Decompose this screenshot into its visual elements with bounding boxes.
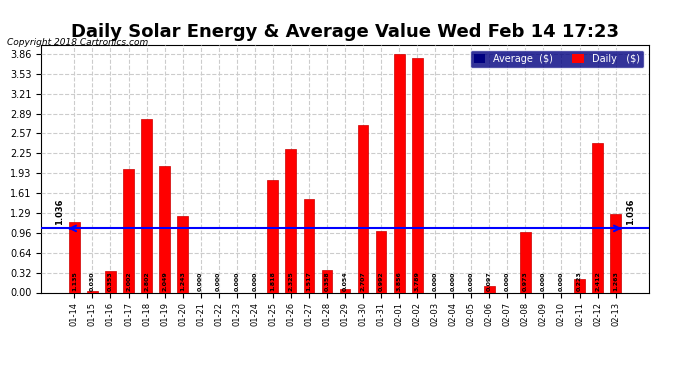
Text: 1.036: 1.036: [627, 199, 635, 225]
Bar: [159, 166, 170, 292]
Bar: [610, 214, 621, 292]
Bar: [592, 143, 603, 292]
Text: 1.517: 1.517: [306, 272, 311, 291]
Text: 0.358: 0.358: [324, 272, 329, 291]
Bar: [286, 148, 296, 292]
Text: 0.973: 0.973: [523, 272, 528, 291]
Text: 2.412: 2.412: [595, 272, 600, 291]
Text: 0.000: 0.000: [235, 272, 239, 291]
Text: 0.030: 0.030: [90, 272, 95, 291]
Bar: [105, 271, 116, 292]
Bar: [69, 222, 80, 292]
Text: 0.223: 0.223: [577, 272, 582, 291]
Bar: [304, 199, 315, 292]
Text: 0.000: 0.000: [469, 272, 474, 291]
Bar: [123, 169, 134, 292]
Text: Copyright 2018 Cartronics.com: Copyright 2018 Cartronics.com: [7, 38, 148, 47]
Text: 1.135: 1.135: [72, 272, 77, 291]
Text: 0.000: 0.000: [253, 272, 257, 291]
Text: 0.054: 0.054: [342, 272, 348, 291]
Bar: [357, 125, 368, 292]
Legend: Average  ($), Daily   ($): Average ($), Daily ($): [470, 50, 644, 68]
Bar: [141, 119, 152, 292]
Bar: [87, 291, 98, 292]
Text: 0.000: 0.000: [198, 272, 203, 291]
Text: 0.000: 0.000: [216, 272, 221, 291]
Text: 1.818: 1.818: [270, 272, 275, 291]
Text: 3.856: 3.856: [397, 272, 402, 291]
Bar: [339, 289, 351, 292]
Bar: [268, 180, 278, 292]
Text: 0.000: 0.000: [505, 272, 510, 291]
Text: 0.097: 0.097: [487, 272, 492, 291]
Text: 0.000: 0.000: [433, 272, 437, 291]
Bar: [574, 279, 585, 292]
Text: 0.992: 0.992: [379, 272, 384, 291]
Text: 2.049: 2.049: [162, 272, 167, 291]
Text: 2.707: 2.707: [361, 272, 366, 291]
Text: 2.002: 2.002: [126, 272, 131, 291]
Bar: [322, 270, 333, 292]
Text: 0.000: 0.000: [541, 272, 546, 291]
Text: 0.000: 0.000: [451, 272, 455, 291]
Text: 1.263: 1.263: [613, 272, 618, 291]
Text: 3.789: 3.789: [415, 272, 420, 291]
Text: 1.243: 1.243: [180, 272, 185, 291]
Text: 2.802: 2.802: [144, 272, 149, 291]
Text: 0.000: 0.000: [559, 272, 564, 291]
Bar: [412, 58, 422, 292]
Bar: [484, 286, 495, 292]
Bar: [520, 232, 531, 292]
Bar: [394, 54, 404, 292]
Text: 2.325: 2.325: [288, 272, 293, 291]
Title: Daily Solar Energy & Average Value Wed Feb 14 17:23: Daily Solar Energy & Average Value Wed F…: [71, 22, 619, 40]
Text: 1.036: 1.036: [55, 199, 63, 225]
Bar: [375, 231, 386, 292]
Text: 0.353: 0.353: [108, 272, 113, 291]
Bar: [177, 216, 188, 292]
